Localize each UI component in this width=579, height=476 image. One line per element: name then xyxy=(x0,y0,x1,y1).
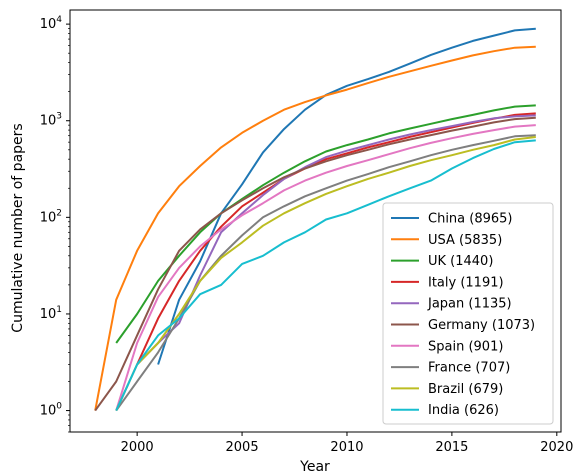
series-line xyxy=(115,124,536,411)
legend-label: Germany (1073) xyxy=(428,318,535,333)
x-tick-label: 2005 xyxy=(226,440,259,455)
series-line xyxy=(115,139,536,412)
x-axis-label: Year xyxy=(299,459,330,475)
legend-label: Japan (1135) xyxy=(427,297,512,312)
y-tick-label: 104 xyxy=(40,15,63,32)
series-line xyxy=(115,136,536,412)
y-tick-label: 102 xyxy=(40,208,62,225)
x-tick-label: 2000 xyxy=(121,440,154,455)
legend-label: China (8965) xyxy=(428,212,513,227)
legend-label: Italy (1191) xyxy=(428,275,504,290)
legend-label: Spain (901) xyxy=(428,339,503,354)
legend-label: India (626) xyxy=(428,403,499,418)
series-line xyxy=(115,134,536,412)
legend: China (8965) USA (5835) UK (1440) Italy (11… xyxy=(382,202,554,425)
y-tick-label: 103 xyxy=(40,112,62,129)
axes-frame xyxy=(69,9,562,433)
x-tick-label: 2015 xyxy=(435,440,468,455)
series-line xyxy=(94,116,536,412)
y-tick-label: 101 xyxy=(40,305,62,322)
series-line xyxy=(115,104,536,344)
y-tick-label: 100 xyxy=(40,402,63,419)
x-tick-label: 2010 xyxy=(330,440,363,455)
plot-area xyxy=(94,27,536,412)
legend-label: Brazil (679) xyxy=(428,382,503,397)
legend-label: UK (1440) xyxy=(428,254,493,269)
axes: 2000 2005 2010 2015 2020 100 101 102 103 104 xyxy=(40,9,573,455)
legend-label: France (707) xyxy=(428,361,510,376)
y-axis-label: Cumulative number of papers xyxy=(10,123,26,332)
legend-label: USA (5835) xyxy=(428,233,502,248)
legend-box xyxy=(382,202,554,425)
series-line xyxy=(94,45,536,411)
x-tick-label: 2020 xyxy=(540,440,573,455)
